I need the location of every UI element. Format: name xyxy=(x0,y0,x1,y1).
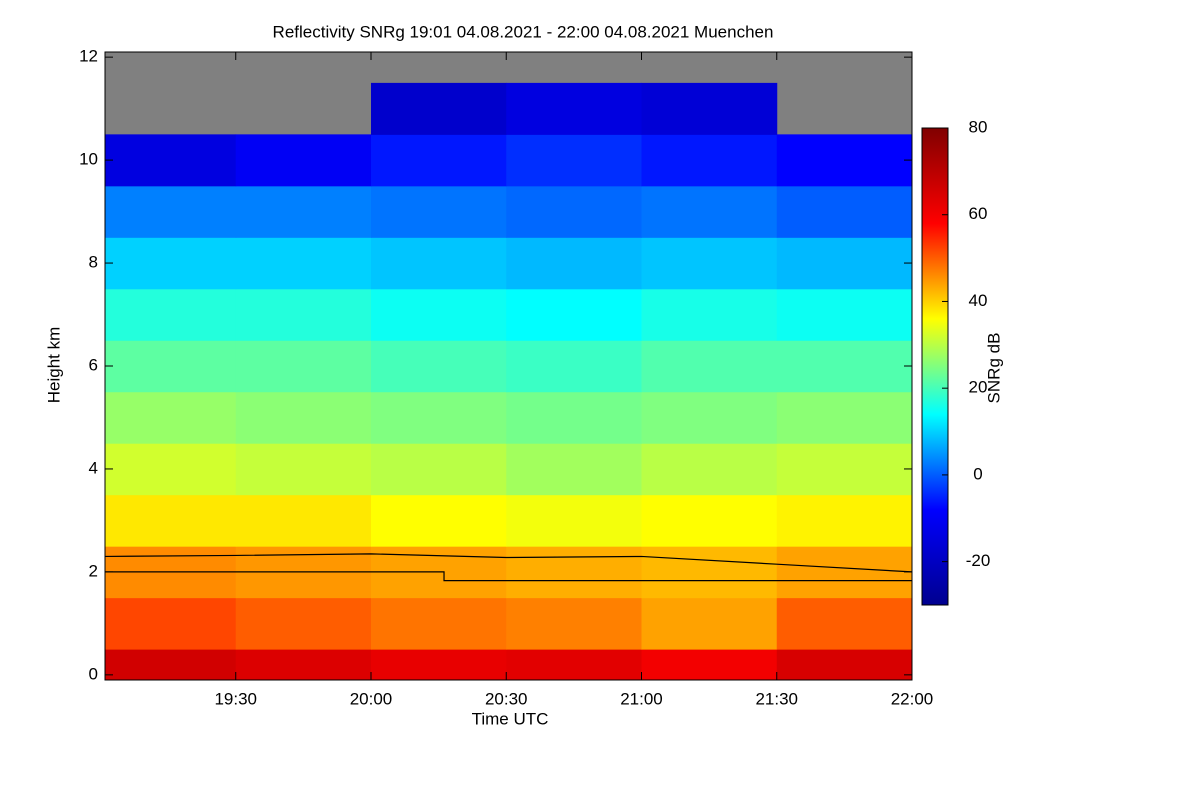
heat-cell xyxy=(776,237,913,290)
heat-cell xyxy=(776,546,913,599)
y-tick-label: 10 xyxy=(79,150,98,169)
x-tick-label: 21:30 xyxy=(755,689,798,708)
heat-cell xyxy=(506,649,642,681)
boundary-line xyxy=(105,571,912,582)
heat-cell xyxy=(105,649,237,681)
colorbar-tick-label: -20 xyxy=(966,551,991,570)
heat-cell xyxy=(506,546,642,599)
heat-cell xyxy=(506,494,642,547)
boundary-line xyxy=(104,553,913,573)
heat-cell xyxy=(105,391,237,444)
colorbar-tick-label: 80 xyxy=(969,117,988,136)
heat-cell xyxy=(641,649,778,681)
heat-cell xyxy=(370,597,507,650)
heat-cell xyxy=(235,134,372,187)
colorbar-tick-label: 40 xyxy=(969,291,988,310)
heat-cell xyxy=(776,443,913,496)
heat-cell xyxy=(235,649,372,681)
heat-cell xyxy=(370,185,507,238)
heat-cell xyxy=(641,288,778,341)
heat-cell xyxy=(370,443,507,496)
heat-cell xyxy=(641,494,778,547)
heat-cell xyxy=(370,649,507,681)
heat-cell xyxy=(641,134,778,187)
heat-cell xyxy=(776,494,913,547)
heat-cell xyxy=(506,134,642,187)
heat-cell xyxy=(370,494,507,547)
y-tick-label: 4 xyxy=(89,458,98,477)
heat-cell xyxy=(776,134,913,187)
x-tick-label: 21:00 xyxy=(620,689,663,708)
heat-cell xyxy=(506,185,642,238)
heat-cell xyxy=(105,340,237,393)
heat-cell xyxy=(235,443,372,496)
heat-cell xyxy=(776,391,913,444)
heat-cell xyxy=(105,494,237,547)
heat-cell xyxy=(641,185,778,238)
heat-cell xyxy=(105,134,237,187)
colorbar xyxy=(921,127,949,606)
heat-cell xyxy=(105,237,237,290)
y-tick-label: 6 xyxy=(89,355,98,374)
heat-cell xyxy=(506,391,642,444)
y-tick-label: 12 xyxy=(79,47,98,66)
heat-cell xyxy=(370,288,507,341)
heat-cell xyxy=(506,597,642,650)
x-tick-label: 19:30 xyxy=(214,689,257,708)
heat-cell xyxy=(235,185,372,238)
heat-cell xyxy=(641,546,778,599)
heat-cell xyxy=(105,185,237,238)
heat-cell xyxy=(641,443,778,496)
x-tick-label: 20:00 xyxy=(350,689,393,708)
heat-cell xyxy=(506,288,642,341)
heat-cell xyxy=(235,391,372,444)
colorbar-tick-label: 60 xyxy=(969,204,988,223)
heat-cell xyxy=(641,597,778,650)
colorbar-label: SNRg dB xyxy=(984,333,1003,404)
heat-cell xyxy=(641,237,778,290)
heat-cell xyxy=(370,82,507,135)
heat-cell xyxy=(506,443,642,496)
heat-cell xyxy=(506,237,642,290)
x-tick-label: 22:00 xyxy=(891,689,934,708)
heat-cell xyxy=(235,340,372,393)
heat-cell xyxy=(235,597,372,650)
heat-cell xyxy=(235,494,372,547)
heat-cell xyxy=(235,288,372,341)
heat-cell xyxy=(641,82,778,135)
x-tick-label: 20:30 xyxy=(485,689,528,708)
y-tick-label: 2 xyxy=(89,561,98,580)
heat-cell xyxy=(641,391,778,444)
heat-cell xyxy=(235,237,372,290)
x-axis-label: Time UTC xyxy=(472,709,549,728)
heat-cell xyxy=(776,649,913,681)
heat-cell xyxy=(370,237,507,290)
heat-cell xyxy=(105,443,237,496)
heat-cell xyxy=(370,134,507,187)
heat-cell xyxy=(370,391,507,444)
heat-cell xyxy=(105,597,237,650)
y-tick-label: 0 xyxy=(89,664,98,683)
heat-cell xyxy=(506,340,642,393)
heat-cell xyxy=(776,597,913,650)
colorbar-tick-label: 0 xyxy=(973,464,982,483)
heat-cell xyxy=(506,82,642,135)
heat-cell xyxy=(370,340,507,393)
y-tick-label: 8 xyxy=(89,253,98,272)
colorbar-tick-label: 20 xyxy=(969,378,988,397)
y-axis-label: Height km xyxy=(44,327,63,404)
heat-cell xyxy=(105,288,237,341)
heat-cell xyxy=(776,185,913,238)
heat-cell xyxy=(776,340,913,393)
heat-cell xyxy=(776,288,913,341)
chart-title: Reflectivity SNRg 19:01 04.08.2021 - 22:… xyxy=(273,22,774,41)
heat-cell xyxy=(641,340,778,393)
